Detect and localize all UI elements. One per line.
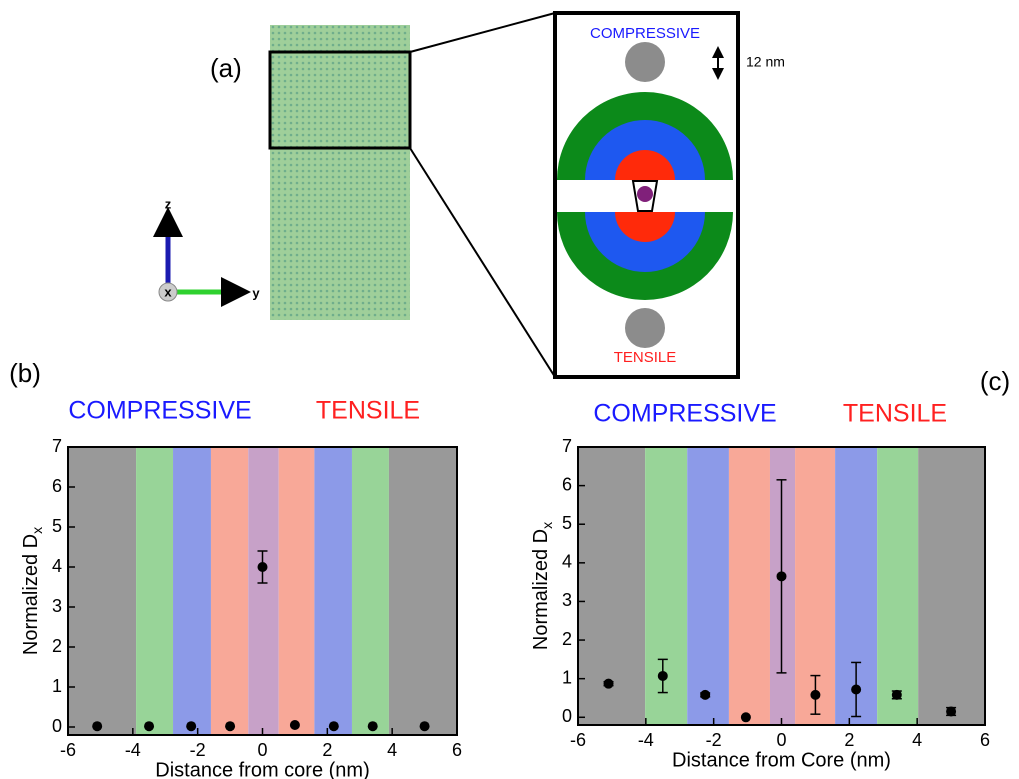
y-axis-label-main: Normalized D xyxy=(20,534,42,655)
x-tick-label: 6 xyxy=(452,740,462,760)
zoom-line xyxy=(409,12,556,53)
y-tick-label: 5 xyxy=(52,516,62,536)
data-point xyxy=(776,571,787,582)
x-tick-label: 4 xyxy=(912,730,922,750)
region-band xyxy=(210,447,249,735)
y-tick-label: 4 xyxy=(52,556,62,576)
region-band xyxy=(769,447,796,725)
y-tick-label: 6 xyxy=(562,474,572,494)
data-point xyxy=(851,684,862,695)
x-tick-label: -2 xyxy=(190,740,206,760)
region-annotation: TENSILE xyxy=(843,400,947,428)
data-point xyxy=(144,721,155,732)
data-point xyxy=(603,678,614,689)
y-tick-label: 4 xyxy=(562,552,572,572)
y-tick-label: 3 xyxy=(562,590,572,610)
data-point xyxy=(92,721,103,732)
y-tick-label: 0 xyxy=(52,716,62,736)
y-tick-label: 5 xyxy=(562,513,572,533)
y-tick-label: 6 xyxy=(52,476,62,496)
region-band xyxy=(351,447,389,735)
axis-label: x xyxy=(164,284,172,299)
x-tick-label: -4 xyxy=(125,740,141,760)
x-tick-label: 2 xyxy=(322,740,332,760)
data-point xyxy=(225,721,236,732)
y-tick-label: 1 xyxy=(562,667,572,687)
x-tick-label: 0 xyxy=(776,730,786,750)
y-tick-label: 2 xyxy=(562,629,572,649)
axis-label: z xyxy=(165,196,172,211)
region-band xyxy=(918,447,985,725)
x-tick-label: -2 xyxy=(706,730,722,750)
scale-label: 12 nm xyxy=(746,54,785,70)
region-band xyxy=(248,447,279,735)
region-annotation: COMPRESSIVE xyxy=(593,400,776,428)
data-point xyxy=(257,562,268,572)
x-tick-label: 4 xyxy=(387,740,397,760)
region-annotation: COMPRESSIVE xyxy=(68,397,251,425)
data-point xyxy=(186,721,197,732)
axis-label: y xyxy=(252,285,260,300)
data-point xyxy=(419,721,430,732)
data-point xyxy=(700,689,711,700)
panel-label: (c) xyxy=(980,366,1010,396)
zoom-box xyxy=(268,50,412,150)
region-band xyxy=(173,447,211,735)
y-tick-label: 7 xyxy=(52,436,62,456)
x-tick-label: -6 xyxy=(60,740,76,760)
x-tick-label: -6 xyxy=(570,730,586,750)
axes-icon: x z y xyxy=(153,196,260,307)
data-point xyxy=(740,712,751,723)
region-band xyxy=(877,447,919,725)
panel-label: (a) xyxy=(210,53,242,83)
data-point xyxy=(946,706,957,717)
x-axis-label: Distance from Core (nm) xyxy=(672,749,891,771)
y-tick-label: 1 xyxy=(52,676,62,696)
x-tick-label: 0 xyxy=(257,740,267,760)
x-tick-label: -4 xyxy=(638,730,654,750)
inset-label: COMPRESSIVE xyxy=(590,25,700,42)
region-band xyxy=(578,447,646,725)
panel-label: (b) xyxy=(9,358,41,388)
y-axis-label-sub: x xyxy=(539,522,555,529)
y-axis-label-main: Normalized D xyxy=(530,529,552,650)
x-axis-label: Distance from core (nm) xyxy=(155,759,370,779)
zoom-line xyxy=(409,147,556,378)
y-axis-label: Normalized Dx xyxy=(530,522,554,650)
y-axis-label: Normalized Dx xyxy=(20,527,44,655)
simulation-image xyxy=(270,25,410,320)
region-band xyxy=(687,447,729,725)
data-point xyxy=(289,720,300,730)
region-band xyxy=(68,447,137,735)
data-point xyxy=(328,721,339,732)
y-tick-label: 7 xyxy=(562,436,572,456)
data-point xyxy=(657,670,668,681)
region-annotation: TENSILE xyxy=(316,397,420,425)
y-axis-label-sub: x xyxy=(29,527,45,534)
inset-label: TENSILE xyxy=(614,349,677,366)
data-point xyxy=(891,689,902,700)
y-tick-label: 0 xyxy=(562,706,572,726)
data-point xyxy=(367,721,378,732)
inset: COMPRESSIVE 12 nm TENSILE xyxy=(553,11,785,379)
x-tick-label: 6 xyxy=(980,730,990,750)
data-point xyxy=(810,689,821,700)
region-band xyxy=(314,447,352,735)
region-band xyxy=(278,447,315,735)
y-tick-label: 3 xyxy=(52,596,62,616)
x-tick-label: 2 xyxy=(844,730,854,750)
region-band xyxy=(136,447,174,735)
region-band xyxy=(645,447,688,725)
region-band xyxy=(388,447,457,735)
y-tick-label: 2 xyxy=(52,636,62,656)
region-band xyxy=(728,447,770,725)
